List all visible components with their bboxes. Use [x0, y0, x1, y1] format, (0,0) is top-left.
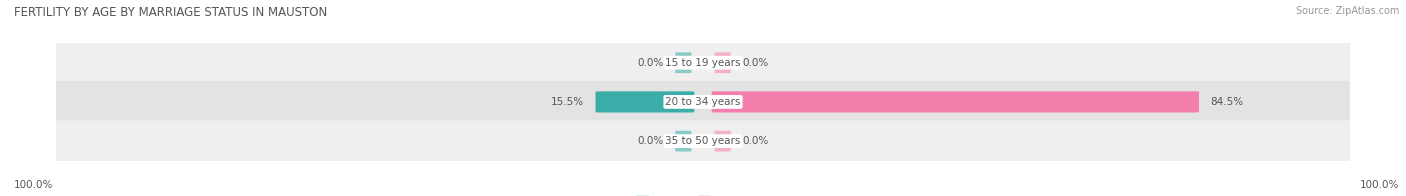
- Text: FERTILITY BY AGE BY MARRIAGE STATUS IN MAUSTON: FERTILITY BY AGE BY MARRIAGE STATUS IN M…: [14, 6, 328, 19]
- FancyBboxPatch shape: [39, 81, 1367, 123]
- Text: 20 to 34 years: 20 to 34 years: [665, 97, 741, 107]
- FancyBboxPatch shape: [711, 91, 1199, 113]
- FancyBboxPatch shape: [714, 131, 731, 152]
- FancyBboxPatch shape: [596, 91, 695, 113]
- FancyBboxPatch shape: [39, 42, 1367, 83]
- Text: 100.0%: 100.0%: [14, 180, 53, 190]
- Text: 15.5%: 15.5%: [551, 97, 583, 107]
- Legend: Married, Unmarried: Married, Unmarried: [631, 192, 775, 196]
- Text: 0.0%: 0.0%: [742, 58, 769, 68]
- Text: 0.0%: 0.0%: [637, 58, 664, 68]
- Text: 0.0%: 0.0%: [637, 136, 664, 146]
- FancyBboxPatch shape: [675, 131, 692, 152]
- FancyBboxPatch shape: [675, 52, 692, 73]
- Text: 15 to 19 years: 15 to 19 years: [665, 58, 741, 68]
- Text: 35 to 50 years: 35 to 50 years: [665, 136, 741, 146]
- Text: Source: ZipAtlas.com: Source: ZipAtlas.com: [1295, 6, 1399, 16]
- FancyBboxPatch shape: [714, 52, 731, 73]
- Text: 84.5%: 84.5%: [1211, 97, 1244, 107]
- FancyBboxPatch shape: [39, 120, 1367, 162]
- Text: 100.0%: 100.0%: [1360, 180, 1399, 190]
- Text: 0.0%: 0.0%: [742, 136, 769, 146]
